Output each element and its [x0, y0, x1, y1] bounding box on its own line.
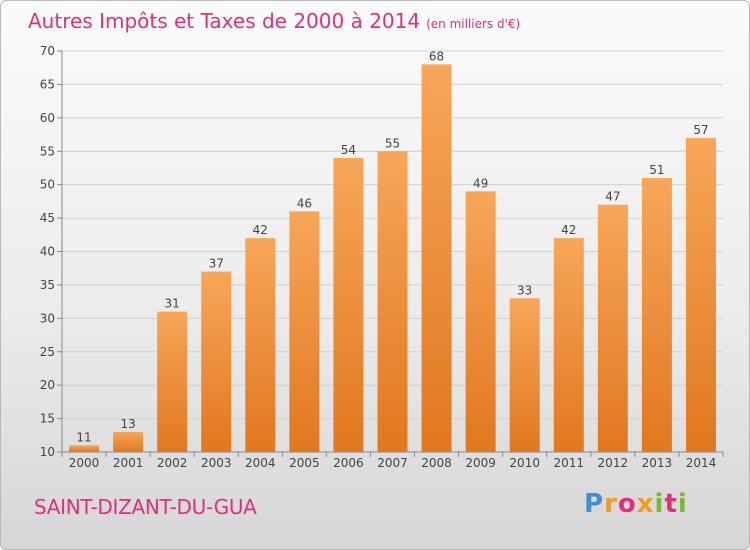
- data-label: 47: [605, 190, 620, 204]
- data-label: 57: [693, 123, 708, 137]
- logo-letter: r: [604, 489, 618, 519]
- y-tick-label: 35: [40, 278, 55, 292]
- commune-name: SAINT-DIZANT-DU-GUA: [34, 495, 257, 519]
- bar: [289, 211, 320, 452]
- chart-title-main: Autres Impôts et Taxes de 2000 à 2014: [28, 9, 421, 33]
- logo-letter: i: [677, 489, 688, 519]
- data-label: 55: [385, 136, 400, 150]
- x-tick-label: 2005: [289, 456, 320, 470]
- y-tick-label: 60: [40, 111, 55, 125]
- bar: [245, 238, 276, 452]
- bar: [157, 311, 188, 452]
- bar: [553, 238, 584, 452]
- bar: [201, 271, 232, 452]
- y-tick-label: 40: [40, 245, 55, 259]
- logo-letter: x: [636, 489, 655, 519]
- logo-letter: o: [617, 489, 637, 519]
- y-tick-label: 15: [40, 412, 55, 426]
- y-tick-label: 45: [40, 211, 55, 225]
- x-tick-label: 2002: [157, 456, 188, 470]
- x-tick-label: 2008: [421, 456, 452, 470]
- proxiti-logo: Proxiti: [584, 489, 688, 519]
- y-tick-label: 10: [40, 445, 55, 459]
- data-label: 42: [561, 223, 576, 237]
- bar: [333, 157, 364, 452]
- y-tick-label: 55: [40, 144, 55, 158]
- x-tick-label: 2004: [245, 456, 276, 470]
- x-tick-label: 2006: [333, 456, 364, 470]
- data-label: 49: [473, 176, 488, 190]
- data-label: 54: [341, 143, 356, 157]
- bar: [377, 151, 408, 452]
- chart-title-unit: (en milliers d'€): [426, 17, 521, 31]
- bar: [509, 298, 540, 452]
- x-tick-label: 2003: [201, 456, 232, 470]
- x-tick-label: 2007: [377, 456, 408, 470]
- bar: [641, 177, 672, 452]
- data-label: 68: [429, 49, 444, 63]
- x-tick-label: 2012: [598, 456, 629, 470]
- data-label: 46: [297, 196, 312, 210]
- data-label: 33: [517, 283, 532, 297]
- x-tick-label: 2011: [553, 456, 584, 470]
- x-tick-label: 2000: [69, 456, 100, 470]
- data-label: 13: [120, 417, 135, 431]
- x-tick-label: 2013: [642, 456, 673, 470]
- y-tick-label: 70: [40, 44, 55, 58]
- y-tick-label: 25: [40, 345, 55, 359]
- x-tick-label: 2001: [113, 456, 144, 470]
- bar: [685, 137, 716, 452]
- y-tick-label: 50: [40, 178, 55, 192]
- y-tick-label: 30: [40, 311, 55, 325]
- logo-letter: P: [584, 489, 605, 519]
- y-tick-label: 20: [40, 378, 55, 392]
- bar: [113, 431, 144, 452]
- bar: [421, 64, 452, 452]
- bar: [597, 204, 628, 452]
- data-label: 37: [209, 257, 224, 271]
- data-label: 51: [649, 163, 664, 177]
- bar: [69, 445, 100, 452]
- data-label: 11: [76, 430, 91, 444]
- chart-title: Autres Impôts et Taxes de 2000 à 2014 (en…: [28, 9, 520, 33]
- bar: [465, 191, 496, 452]
- logo-letter: i: [654, 489, 665, 519]
- data-label: 42: [253, 223, 268, 237]
- logo-letter: t: [664, 489, 678, 519]
- x-tick-label: 2014: [686, 456, 717, 470]
- y-tick-label: 65: [40, 77, 55, 91]
- x-tick-label: 2010: [509, 456, 540, 470]
- x-tick-label: 2009: [465, 456, 496, 470]
- data-label: 31: [165, 297, 180, 311]
